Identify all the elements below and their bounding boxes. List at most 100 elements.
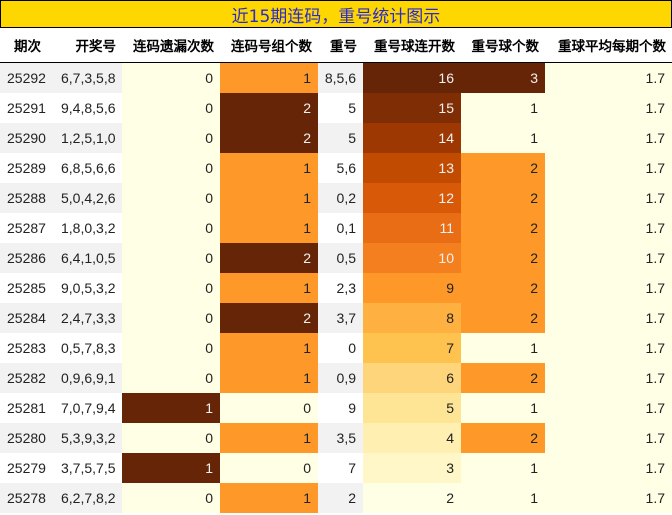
issue-cell: 25279: [0, 453, 55, 483]
numbers-cell: 0,9,6,9,1: [55, 363, 122, 393]
lianma-miss-cell: 0: [122, 363, 220, 393]
avg-cell: 1.7: [545, 123, 672, 153]
numbers-cell: 1,8,0,3,2: [55, 213, 122, 243]
lianma-groups-cell: 1: [220, 363, 318, 393]
lianma-groups-cell: 1: [220, 423, 318, 453]
lianma-groups-cell: 2: [220, 123, 318, 153]
lianma-miss-cell: 0: [122, 423, 220, 453]
avg-cell: 1.7: [545, 243, 672, 273]
repeat-count-cell: 2: [461, 153, 545, 183]
repeat-cell: 0,2: [318, 183, 363, 213]
avg-cell: 1.7: [545, 93, 672, 123]
table-row[interactable]: 25292 6,7,3,5,8 0 1 8,5,6 16 3 1.7: [0, 62, 672, 93]
repeat-cell: 5,6: [318, 153, 363, 183]
repeat-cell: 9: [318, 393, 363, 423]
header-row: 期次 开奖号 连码遗漏次数 连码号组个数 重号 重号球连开数 重号球个数 重球平…: [0, 28, 672, 63]
repeat-count-cell: 1: [461, 453, 545, 483]
table-row[interactable]: 25287 1,8,0,3,2 0 1 0,1 11 2 1.7: [0, 213, 672, 243]
lianma-miss-cell: 0: [122, 483, 220, 513]
repeat-count-cell: 2: [461, 213, 545, 243]
repeat-streak-cell: 5: [363, 393, 461, 423]
numbers-cell: 2,4,7,3,3: [55, 303, 122, 333]
issue-cell: 25281: [0, 393, 55, 423]
column-header-lianma-miss[interactable]: 连码遗漏次数: [122, 28, 220, 63]
lianma-miss-cell: 0: [122, 333, 220, 363]
lianma-miss-cell: 0: [122, 153, 220, 183]
numbers-cell: 6,8,5,6,6: [55, 153, 122, 183]
issue-cell: 25291: [0, 93, 55, 123]
lianma-groups-cell: 1: [220, 213, 318, 243]
issue-cell: 25289: [0, 153, 55, 183]
lianma-groups-cell: 2: [220, 243, 318, 273]
avg-cell: 1.7: [545, 153, 672, 183]
column-header-repeat-streak[interactable]: 重号球连开数: [363, 28, 461, 63]
lianma-groups-cell: 0: [220, 393, 318, 423]
lianma-groups-cell: 1: [220, 183, 318, 213]
repeat-count-cell: 1: [461, 393, 545, 423]
numbers-cell: 3,7,5,7,5: [55, 453, 122, 483]
numbers-cell: 6,4,1,0,5: [55, 243, 122, 273]
repeat-streak-cell: 13: [363, 153, 461, 183]
repeat-streak-cell: 3: [363, 453, 461, 483]
table-row[interactable]: 25285 9,0,5,3,2 0 1 2,3 9 2 1.7: [0, 273, 672, 303]
repeat-streak-cell: 11: [363, 213, 461, 243]
lianma-groups-cell: 1: [220, 153, 318, 183]
avg-cell: 1.7: [545, 183, 672, 213]
repeat-count-cell: 2: [461, 303, 545, 333]
lianma-miss-cell: 0: [122, 213, 220, 243]
issue-cell: 25288: [0, 183, 55, 213]
repeat-streak-cell: 15: [363, 93, 461, 123]
table-row[interactable]: 25288 5,0,4,2,6 0 1 0,2 12 2 1.7: [0, 183, 672, 213]
repeat-cell: 0,1: [318, 213, 363, 243]
table-row[interactable]: 25279 3,7,5,7,5 1 0 7 3 1 1.7: [0, 453, 672, 483]
column-header-repeat-count[interactable]: 重号球个数: [461, 28, 545, 63]
repeat-cell: 0: [318, 333, 363, 363]
table-row[interactable]: 25291 9,4,8,5,6 0 2 5 15 1 1.7: [0, 93, 672, 123]
repeat-streak-cell: 9: [363, 273, 461, 303]
issue-cell: 25285: [0, 273, 55, 303]
table-row[interactable]: 25280 5,3,9,3,2 0 1 3,5 4 2 1.7: [0, 423, 672, 453]
table-row[interactable]: 25284 2,4,7,3,3 0 2 3,7 8 2 1.7: [0, 303, 672, 333]
lianma-miss-cell: 0: [122, 93, 220, 123]
table-row[interactable]: 25282 0,9,6,9,1 0 1 0,9 6 2 1.7: [0, 363, 672, 393]
repeat-count-cell: 2: [461, 363, 545, 393]
repeat-count-cell: 1: [461, 93, 545, 123]
lianma-groups-cell: 2: [220, 303, 318, 333]
repeat-cell: 3,7: [318, 303, 363, 333]
table-row[interactable]: 25290 1,2,5,1,0 0 2 5 14 1 1.7: [0, 123, 672, 153]
avg-cell: 1.7: [545, 363, 672, 393]
issue-cell: 25286: [0, 243, 55, 273]
numbers-cell: 9,0,5,3,2: [55, 273, 122, 303]
repeat-streak-cell: 6: [363, 363, 461, 393]
repeat-streak-cell: 8: [363, 303, 461, 333]
column-header-avg[interactable]: 重球平均每期个数: [545, 28, 672, 63]
column-header-issue[interactable]: 期次: [0, 28, 55, 63]
repeat-count-cell: 1: [461, 483, 545, 513]
column-header-repeat[interactable]: 重号: [318, 28, 363, 63]
repeat-count-cell: 3: [461, 62, 545, 93]
repeat-count-cell: 2: [461, 243, 545, 273]
issue-cell: 25284: [0, 303, 55, 333]
table-row[interactable]: 25289 6,8,5,6,6 0 1 5,6 13 2 1.7: [0, 153, 672, 183]
table-row[interactable]: 25283 0,5,7,8,3 0 1 0 7 1 1.7: [0, 333, 672, 363]
lianma-miss-cell: 0: [122, 303, 220, 333]
column-header-lianma-groups[interactable]: 连码号组个数: [220, 28, 318, 63]
lianma-groups-cell: 1: [220, 273, 318, 303]
repeat-cell: 0,9: [318, 363, 363, 393]
repeat-count-cell: 2: [461, 423, 545, 453]
repeat-cell: 3,5: [318, 423, 363, 453]
lianma-groups-cell: 1: [220, 62, 318, 93]
avg-cell: 1.7: [545, 273, 672, 303]
lianma-groups-cell: 1: [220, 333, 318, 363]
lianma-miss-cell: 1: [122, 393, 220, 423]
avg-cell: 1.7: [545, 483, 672, 513]
lianma-groups-cell: 1: [220, 483, 318, 513]
table-row[interactable]: 25286 6,4,1,0,5 0 2 0,5 10 2 1.7: [0, 243, 672, 273]
issue-cell: 25290: [0, 123, 55, 153]
repeat-cell: 7: [318, 453, 363, 483]
table-row[interactable]: 25278 6,2,7,8,2 0 1 2 2 1 1.7: [0, 483, 672, 513]
lianma-groups-cell: 0: [220, 453, 318, 483]
issue-cell: 25287: [0, 213, 55, 243]
table-row[interactable]: 25281 7,0,7,9,4 1 0 9 5 1 1.7: [0, 393, 672, 423]
column-header-numbers[interactable]: 开奖号: [55, 28, 122, 63]
